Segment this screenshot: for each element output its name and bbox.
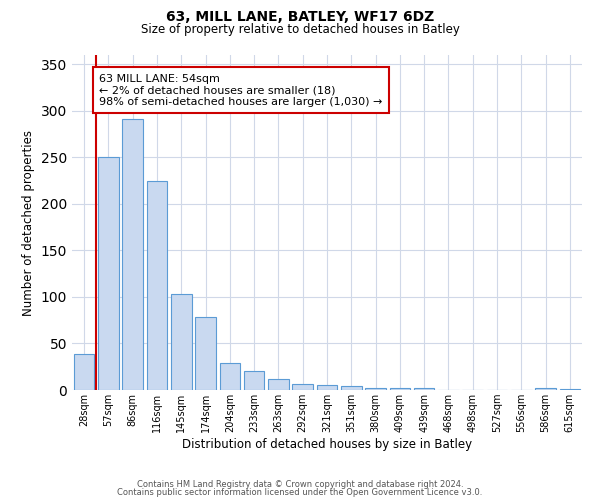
Bar [560, 389, 580, 390]
Bar [146, 180, 167, 390]
Text: Size of property relative to detached houses in Batley: Size of property relative to detached ho… [140, 22, 460, 36]
Bar [268, 379, 289, 390]
Bar [365, 388, 386, 390]
Bar [341, 386, 362, 390]
Bar [389, 388, 410, 390]
Bar [98, 158, 119, 390]
Bar [292, 384, 313, 390]
Text: Contains public sector information licensed under the Open Government Licence v3: Contains public sector information licen… [118, 488, 482, 497]
Bar [171, 294, 191, 390]
Text: Contains HM Land Registry data © Crown copyright and database right 2024.: Contains HM Land Registry data © Crown c… [137, 480, 463, 489]
Text: 63, MILL LANE, BATLEY, WF17 6DZ: 63, MILL LANE, BATLEY, WF17 6DZ [166, 10, 434, 24]
Bar [414, 388, 434, 390]
Text: 63 MILL LANE: 54sqm
← 2% of detached houses are smaller (18)
98% of semi-detache: 63 MILL LANE: 54sqm ← 2% of detached hou… [100, 74, 383, 107]
Bar [220, 363, 240, 390]
Bar [195, 318, 216, 390]
Bar [74, 354, 94, 390]
Bar [317, 386, 337, 390]
X-axis label: Distribution of detached houses by size in Batley: Distribution of detached houses by size … [182, 438, 472, 451]
Bar [122, 119, 143, 390]
Bar [535, 388, 556, 390]
Y-axis label: Number of detached properties: Number of detached properties [22, 130, 35, 316]
Bar [244, 372, 265, 390]
